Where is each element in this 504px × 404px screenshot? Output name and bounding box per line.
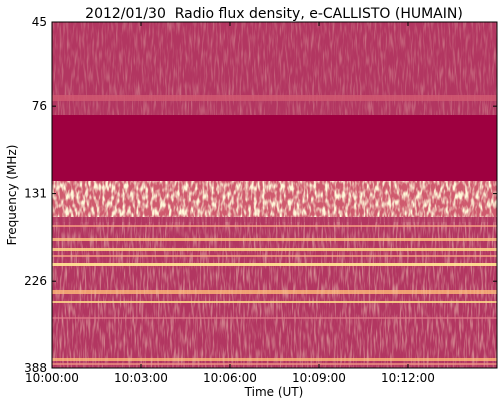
y-tick-label: 388: [24, 361, 47, 375]
spectrogram-image: [52, 22, 497, 368]
x-tick-label: 10:03:00: [114, 371, 168, 385]
x-tick-label: 10:09:00: [292, 371, 346, 385]
x-tick-label: 10:00:00: [25, 371, 79, 385]
y-axis-label: Frequency (MHz): [5, 145, 19, 246]
x-tick-label: 10:06:00: [203, 371, 257, 385]
y-tick-label: 45: [32, 15, 47, 29]
x-tick-label: 10:12:00: [381, 371, 435, 385]
y-tick-label: 226: [24, 274, 47, 288]
chart-title: 2012/01/30 Radio flux density, e-CALLIST…: [85, 6, 463, 22]
x-axis-label: Time (UT): [244, 385, 304, 399]
y-tick-label: 76: [32, 99, 47, 113]
plot-frame: [51, 21, 498, 369]
y-tick-label: 131: [24, 187, 47, 201]
